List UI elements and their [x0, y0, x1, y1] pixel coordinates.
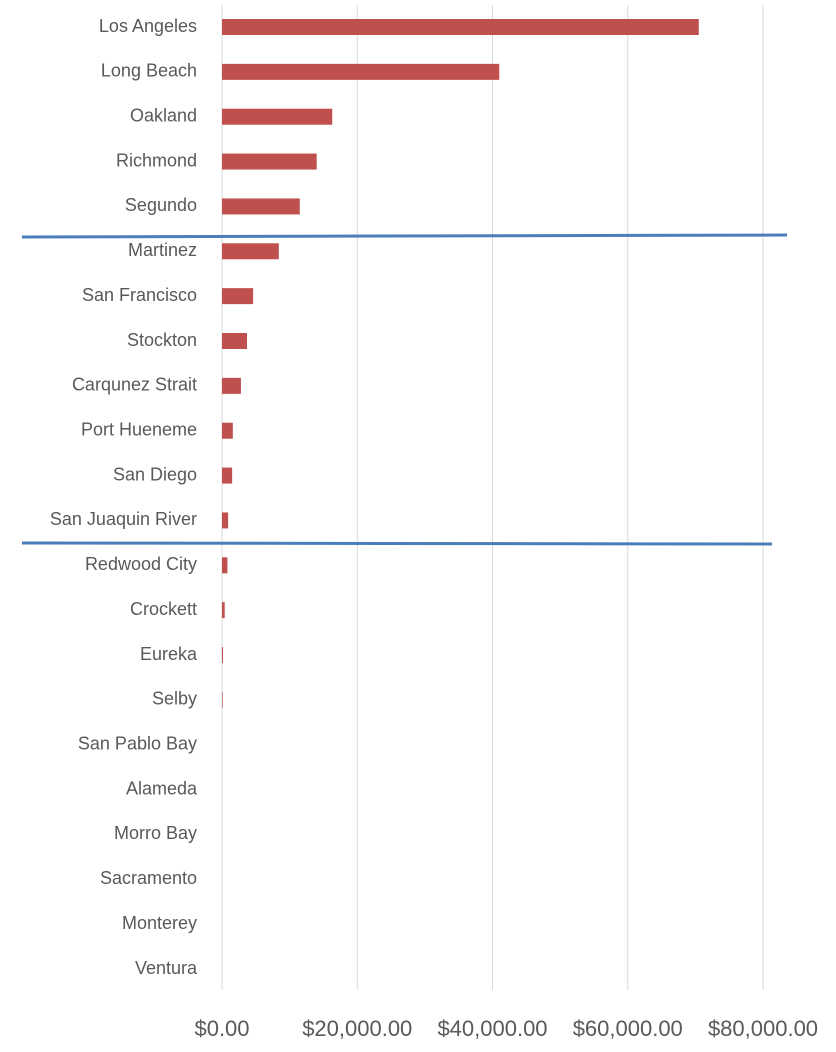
y-tick-label: Martinez	[128, 240, 197, 260]
bar	[222, 512, 229, 529]
divider-line	[21, 233, 788, 239]
y-tick-label: Selby	[152, 689, 197, 709]
y-tick-label: Eureka	[140, 644, 198, 664]
bar	[222, 602, 225, 619]
x-tick-label: $40,000.00	[437, 1016, 547, 1041]
y-tick-label: San Pablo Bay	[78, 733, 197, 753]
y-tick-label: Alameda	[126, 778, 198, 798]
y-tick-label: Stockton	[127, 330, 197, 350]
y-tick-label: San Juaquin River	[50, 509, 197, 529]
bar	[222, 422, 233, 439]
y-tick-label: Crockett	[130, 599, 197, 619]
x-tick-label: $80,000.00	[708, 1016, 818, 1041]
bar	[222, 243, 279, 260]
y-tick-label: Richmond	[116, 150, 197, 170]
y-tick-label: Monterey	[122, 913, 197, 933]
bar	[222, 198, 300, 215]
y-tick-label: Long Beach	[101, 61, 197, 81]
bar	[222, 19, 699, 35]
y-tick-label: Ventura	[135, 958, 198, 978]
bar	[222, 63, 500, 80]
y-tick-label: Port Hueneme	[81, 419, 197, 439]
y-tick-label: Los Angeles	[99, 16, 197, 36]
y-tick-label: Morro Bay	[114, 823, 197, 843]
x-tick-label: $20,000.00	[302, 1016, 412, 1041]
y-tick-label: Sacramento	[100, 868, 197, 888]
x-tick-label: $0.00	[194, 1016, 249, 1041]
y-tick-label: Oakland	[130, 105, 197, 125]
bar	[222, 153, 317, 170]
x-tick-label: $60,000.00	[573, 1016, 683, 1041]
y-tick-label: San Diego	[113, 464, 197, 484]
bar	[222, 108, 333, 125]
bar	[222, 557, 228, 574]
y-tick-label: Carqunez Strait	[72, 375, 197, 395]
bar	[222, 467, 233, 484]
plot: $0.00 $20,000.00 $40,000.00 $60,000.00 $80,0…	[50, 5, 818, 1041]
bar	[222, 333, 248, 349]
bar	[222, 377, 241, 394]
y-tick-label: Redwood City	[85, 554, 197, 574]
bar	[222, 288, 254, 305]
bar	[222, 647, 224, 663]
divider-line	[21, 541, 773, 546]
y-tick-label: San Francisco	[82, 285, 197, 305]
y-tick-label: Segundo	[125, 195, 197, 215]
bar	[222, 691, 223, 708]
